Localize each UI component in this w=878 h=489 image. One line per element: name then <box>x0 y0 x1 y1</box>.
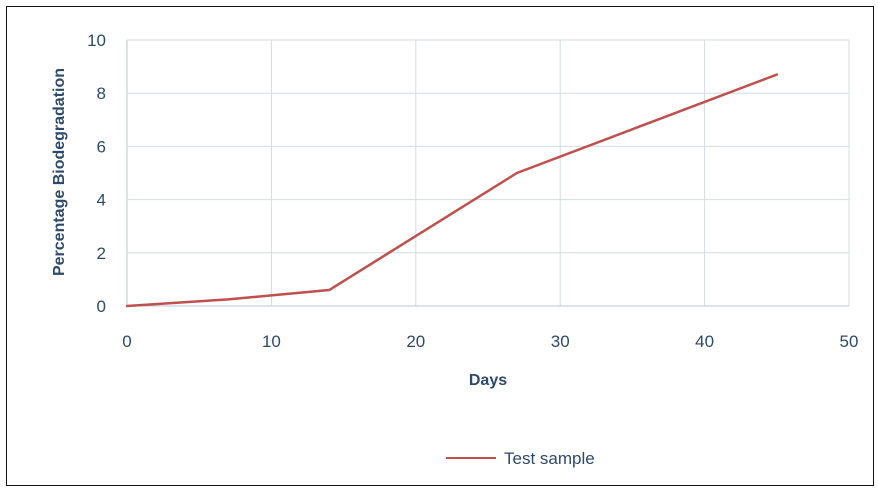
x-tick-labels: 0 10 20 30 40 50 <box>122 332 858 351</box>
x-tick-label: 0 <box>122 332 131 351</box>
y-tick-label: 6 <box>97 137 106 156</box>
y-tick-label: 2 <box>97 244 106 263</box>
x-tick-label: 50 <box>840 332 859 351</box>
x-axis-title: Days <box>469 372 507 389</box>
x-tick-label: 30 <box>551 332 570 351</box>
y-axis-title: Percentage Biodegradation <box>51 68 68 276</box>
x-tick-label: 40 <box>695 332 714 351</box>
x-tick-label: 10 <box>262 332 281 351</box>
y-tick-label: 4 <box>97 191 106 210</box>
legend-label-test-sample: Test sample <box>504 449 595 468</box>
series-line-test-sample <box>125 73 779 308</box>
y-tick-labels: 0 2 4 6 8 10 <box>87 31 106 316</box>
grid-lines <box>126 39 850 307</box>
y-tick-label: 10 <box>87 31 106 50</box>
x-tick-label: 20 <box>406 332 425 351</box>
legend: Test sample <box>446 449 595 468</box>
chart-frame <box>6 6 874 486</box>
y-tick-label: 0 <box>97 297 106 316</box>
y-tick-label: 8 <box>97 84 106 103</box>
series-layer <box>125 73 779 308</box>
